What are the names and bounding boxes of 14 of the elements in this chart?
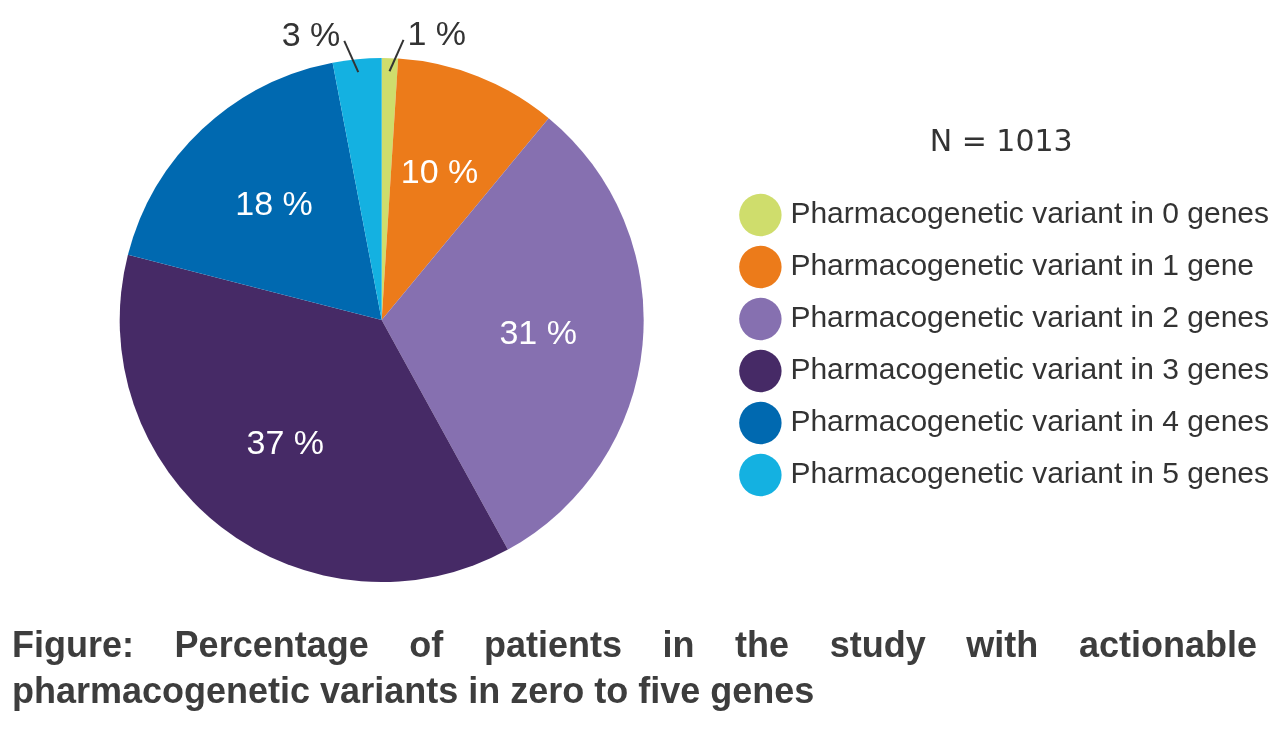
legend-label: Pharmacogenetic variant in 4 genes — [790, 404, 1269, 438]
legend-label: Pharmacogenetic variant in 0 genes — [790, 196, 1269, 230]
legend-label: Pharmacogenetic variant in 1 gene — [790, 248, 1254, 282]
legend-label: Pharmacogenetic variant in 2 genes — [790, 300, 1269, 334]
legend-label: Pharmacogenetic variant in 5 genes — [790, 456, 1269, 490]
data-label: 18 % — [235, 183, 313, 222]
data-label: 1 % — [407, 14, 467, 53]
text: Figure: Percentage of patients in the study with actionable pharmacogenetic variants in zero to five genes — [12, 623, 1257, 713]
legend-label: Pharmacogenetic variant in 3 genes — [790, 352, 1269, 386]
data-label: 37 % — [246, 422, 325, 461]
legend-title: N = 1013 — [929, 122, 1073, 158]
data-label: 10 % — [400, 152, 479, 191]
data-label: 31 % — [499, 313, 577, 352]
data-label: 3 % — [281, 15, 341, 54]
